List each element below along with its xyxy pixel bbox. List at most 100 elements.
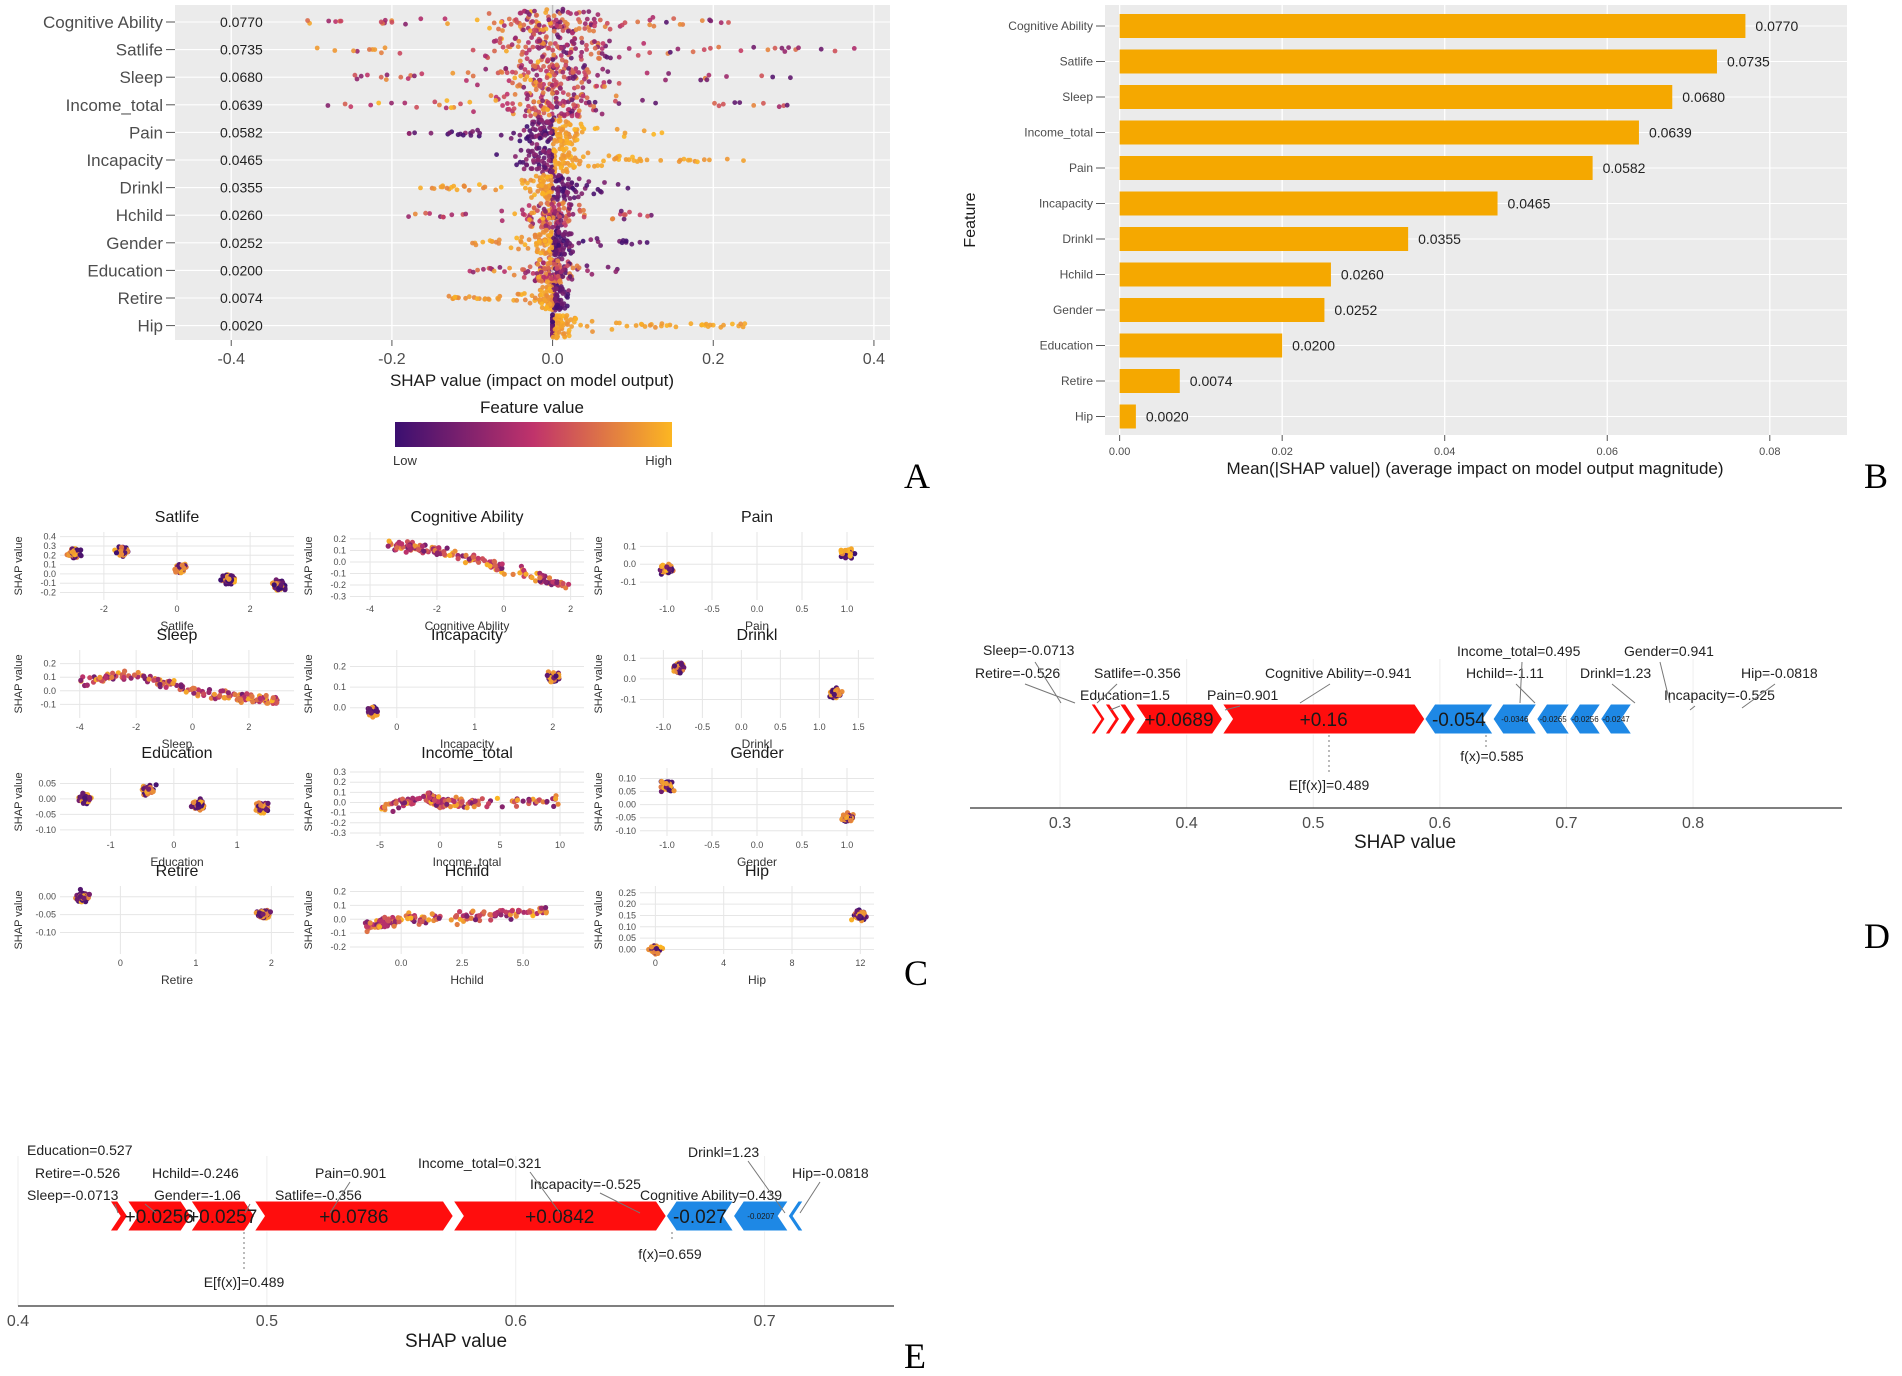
panel-a-point (522, 297, 528, 303)
panel-c-point (847, 817, 854, 824)
panel-c-point (498, 912, 504, 918)
panel-c-x-label: Gender (737, 855, 777, 869)
panel-a-point (620, 238, 626, 243)
panel-a-point (533, 133, 539, 139)
panel-c-ytick-label: -0.2 (330, 580, 346, 590)
panel-a-point (537, 38, 542, 44)
panel-a-point (638, 321, 644, 327)
panel-a-point (512, 75, 518, 81)
panel-d-xtick-label: 0.7 (1555, 815, 1577, 832)
panel-c-point (677, 670, 683, 676)
panel-c-points (385, 538, 572, 591)
panel-d-label-cognitive: Cognitive Ability=-0.941 (1265, 665, 1412, 681)
panel-a-point (582, 76, 587, 82)
panel-a-point (470, 129, 475, 134)
panel-c-points (671, 660, 845, 701)
panel-c-plot-title: Cognitive Ability (411, 509, 524, 526)
panel-c-point (847, 553, 853, 559)
panel-a-point (576, 108, 582, 114)
panel-a-point (475, 127, 480, 133)
panel-a-point (779, 45, 785, 51)
panel-a-point (570, 249, 576, 255)
panel-e-force-plot: 0.4 0.5 0.6 0.7 +0.0256+0.0257 +0.0786 +0.084… (7, 1142, 926, 1376)
panel-c-point (494, 795, 500, 801)
panel-c-ytick-label: 0.1 (43, 672, 56, 682)
panel-a-point (560, 238, 566, 244)
panel-b-bar-value: 0.0200 (1292, 338, 1335, 354)
panel-a-point (741, 158, 746, 164)
panel-c-point (221, 695, 227, 701)
panel-c-point (368, 710, 374, 716)
panel-c-ytick-label: 0.00 (38, 892, 56, 902)
panel-a-point (772, 45, 778, 51)
panel-a-point (556, 177, 562, 183)
panel-a-point (721, 322, 726, 328)
panel-a-point (550, 215, 556, 221)
panel-a-point (607, 26, 613, 32)
panel-a-point (707, 17, 712, 23)
panel-a-point (595, 12, 601, 17)
panel-a-point (526, 153, 532, 158)
panel-a-feature-labels: Cognitive Ability Satlife Sleep Income_tota… (43, 13, 175, 336)
panel-c-xtick-label: 0 (171, 840, 176, 850)
panel-a-point (550, 117, 555, 123)
panel-a-point (550, 185, 556, 191)
panel-a-point (556, 230, 562, 235)
panel-a-point (444, 185, 450, 191)
panel-a-point (544, 68, 549, 74)
panel-a-point (521, 166, 527, 172)
panel-a-point (564, 42, 570, 48)
panel-a-point (552, 327, 558, 332)
panel-a-point (454, 187, 460, 193)
panel-a-point (526, 40, 531, 45)
panel-a-point (612, 156, 617, 162)
panel-a-feature-label: Hchild (116, 206, 163, 225)
panel-c-point (530, 913, 536, 919)
panel-c-point (554, 580, 560, 586)
panel-c-point (84, 682, 90, 688)
panel-a-point (547, 260, 553, 266)
panel-a-point (546, 149, 552, 155)
panel-a-point (570, 30, 575, 36)
panel-a-point (586, 9, 592, 15)
panel-a-point (523, 270, 528, 276)
panel-a-point (558, 218, 564, 223)
panel-c-xtick-label: 0 (394, 722, 399, 732)
panel-a-point (412, 130, 417, 136)
panel-a-point (533, 13, 539, 18)
panel-a-point (576, 202, 582, 208)
panel-a-point (569, 113, 575, 119)
panel-b-xtick-label: 0.00 (1109, 446, 1130, 458)
panel-a-point (604, 54, 610, 60)
panel-a-point (539, 224, 544, 230)
panel-a-point (545, 107, 550, 113)
panel-c-point (191, 799, 197, 806)
panel-a-point (389, 100, 394, 106)
panel-a-legend-high: High (645, 453, 672, 468)
panel-a-mean-value: 0.0770 (220, 14, 263, 30)
panel-a-point (615, 182, 621, 187)
panel-a-point (581, 207, 586, 213)
panel-a-point (432, 99, 438, 105)
panel-a-point (530, 271, 536, 276)
panel-a-point (568, 49, 574, 55)
panel-a-point (614, 126, 620, 132)
panel-e-force-segments: +0.0256+0.0257 +0.0786 +0.0842 -0.027 -0.020… (109, 1200, 805, 1232)
panel-a-point (585, 268, 590, 274)
panel-a-point (558, 53, 564, 58)
panel-c-point (455, 556, 461, 562)
panel-a-xtick-label: 0.0 (541, 351, 563, 368)
panel-c-x-label: Education (150, 855, 203, 869)
panel-a-point (517, 101, 523, 107)
panel-a-point (536, 22, 542, 28)
panel-a-point (592, 126, 598, 132)
panel-c-point (444, 545, 450, 551)
panel-c-ytick-label: 0.2 (43, 550, 56, 560)
panel-b-bar (1119, 49, 1717, 74)
panel-a-point (539, 175, 545, 181)
panel-c-point (77, 552, 83, 558)
panel-c-point (462, 560, 469, 566)
panel-a-point (547, 239, 553, 245)
panel-a-point (460, 132, 466, 138)
panel-a-point (465, 70, 471, 75)
